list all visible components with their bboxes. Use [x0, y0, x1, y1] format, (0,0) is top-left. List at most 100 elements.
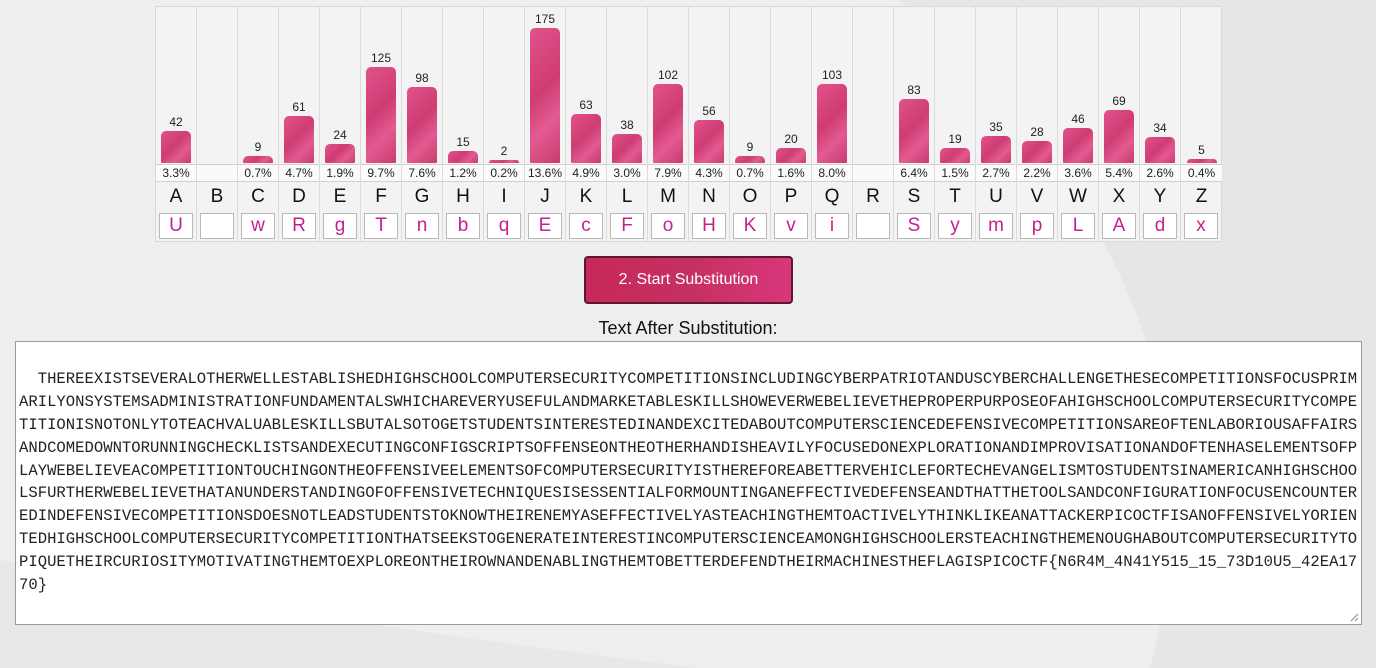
substitution-input-y[interactable]: d	[1143, 213, 1177, 239]
percent-cell: 3.0%	[607, 164, 647, 182]
substitution-input-z[interactable]: x	[1184, 213, 1218, 239]
cipher-letter: P	[784, 186, 798, 207]
percent-cell: 2.2%	[1017, 164, 1057, 182]
frequency-bar	[161, 131, 191, 163]
substitution-input-b[interactable]	[200, 213, 234, 239]
percent-cell	[197, 164, 237, 182]
frequency-bar	[1104, 110, 1134, 163]
percent-cell	[853, 164, 893, 182]
cipher-letter: R	[866, 186, 880, 207]
count-label: 34	[1153, 121, 1167, 135]
cipher-letter: U	[989, 186, 1003, 207]
count-label: 35	[989, 120, 1003, 134]
substitution-input-f[interactable]: T	[364, 213, 398, 239]
count-label: 102	[657, 68, 679, 82]
frequency-bar	[612, 134, 642, 163]
cipher-letter: L	[621, 186, 633, 207]
start-substitution-button[interactable]: 2. Start Substitution	[584, 256, 793, 304]
column-o: 9 0.7% O K	[730, 7, 771, 241]
substitution-input-q[interactable]: i	[815, 213, 849, 239]
cipher-letter: F	[375, 186, 387, 207]
frequency-bar	[571, 114, 601, 163]
cipher-letter: T	[949, 186, 961, 207]
substitution-input-a[interactable]: U	[159, 213, 193, 239]
percent-cell: 0.7%	[730, 164, 770, 182]
count-label: 63	[579, 98, 593, 112]
substitution-input-p[interactable]: v	[774, 213, 808, 239]
substitution-input-u[interactable]: m	[979, 213, 1013, 239]
cipher-letter: Z	[1195, 186, 1208, 207]
count-label: 15	[456, 135, 470, 149]
column-a: 42 3.3% A U	[156, 7, 197, 241]
frequency-bar	[325, 144, 355, 163]
substitution-input-e[interactable]: g	[323, 213, 357, 239]
substitution-input-i[interactable]: q	[487, 213, 521, 239]
substitution-input-d[interactable]: R	[282, 213, 316, 239]
output-label: Text After Substitution:	[598, 318, 778, 338]
cipher-letter: M	[660, 186, 676, 207]
count-label: 125	[370, 51, 392, 65]
substitution-input-k[interactable]: c	[569, 213, 603, 239]
substitution-input-j[interactable]: E	[528, 213, 562, 239]
substitution-input-x[interactable]: A	[1102, 213, 1136, 239]
output-text: THEREEXISTSEVERALOTHERWELLESTABLISHEDHIG…	[19, 369, 1358, 595]
frequency-bar	[817, 84, 847, 163]
substitution-input-n[interactable]: H	[692, 213, 726, 239]
frequency-bar	[1145, 137, 1175, 163]
frequency-bar	[694, 120, 724, 163]
resize-grip-icon[interactable]	[1349, 612, 1359, 622]
substitution-input-l[interactable]: F	[610, 213, 644, 239]
percent-cell: 13.6%	[525, 164, 565, 182]
substitution-input-m[interactable]: o	[651, 213, 685, 239]
frequency-bar	[448, 151, 478, 163]
percent-cell: 9.7%	[361, 164, 401, 182]
substitution-input-t[interactable]: y	[938, 213, 972, 239]
cipher-letter: O	[742, 186, 758, 207]
cipher-letter: G	[414, 186, 430, 207]
column-x: 69 5.4% X A	[1099, 7, 1140, 241]
count-label: 69	[1112, 94, 1126, 108]
substitution-output-textarea[interactable]: THEREEXISTSEVERALOTHERWELLESTABLISHEDHIG…	[15, 341, 1362, 625]
count-label: 56	[702, 104, 716, 118]
substitution-input-v[interactable]: p	[1020, 213, 1054, 239]
percent-cell: 5.4%	[1099, 164, 1139, 182]
percent-cell: 1.5%	[935, 164, 975, 182]
frequency-bar	[366, 67, 396, 163]
percent-cell: 2.7%	[976, 164, 1016, 182]
count-label: 24	[333, 128, 347, 142]
cipher-letter: E	[333, 186, 347, 207]
count-label: 103	[821, 68, 843, 82]
substitution-input-s[interactable]: S	[897, 213, 931, 239]
cipher-letter: B	[210, 186, 224, 207]
substitution-input-g[interactable]: n	[405, 213, 439, 239]
column-s: 83 6.4% S S	[894, 7, 935, 241]
cipher-letter: X	[1112, 186, 1126, 207]
substitution-input-h[interactable]: b	[446, 213, 480, 239]
cipher-letter: V	[1030, 186, 1044, 207]
count-label: 28	[1030, 125, 1044, 139]
frequency-bar	[243, 156, 273, 163]
percent-cell: 4.7%	[279, 164, 319, 182]
substitution-input-w[interactable]: L	[1061, 213, 1095, 239]
substitution-input-o[interactable]: K	[733, 213, 767, 239]
percent-cell: 4.9%	[566, 164, 606, 182]
count-label: 5	[1198, 143, 1205, 157]
cipher-letter: N	[702, 186, 716, 207]
percent-cell: 0.7%	[238, 164, 278, 182]
substitution-input-r[interactable]	[856, 213, 890, 239]
substitution-input-c[interactable]: w	[241, 213, 275, 239]
cipher-letter: K	[579, 186, 593, 207]
cipher-letter: C	[251, 186, 265, 207]
cipher-letter: J	[540, 186, 550, 207]
